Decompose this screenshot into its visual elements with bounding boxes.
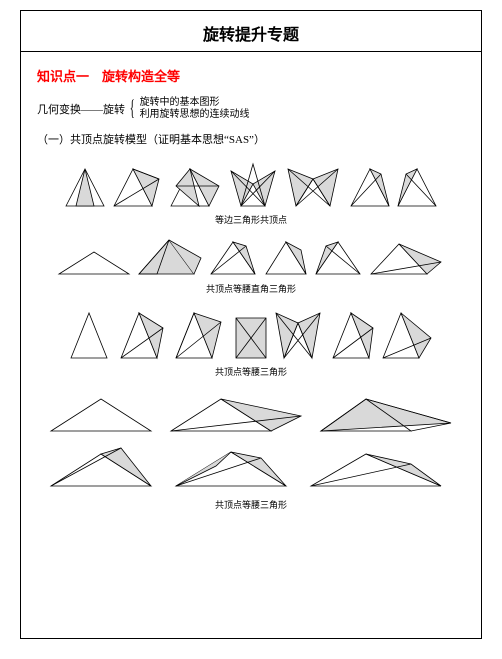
page-title: 旋转提升专题 <box>21 11 481 51</box>
caption-3: 共顶点等腰三角形 <box>37 365 465 378</box>
diagram-svg-3 <box>51 303 451 363</box>
caption-4: 共顶点等腰三角形 <box>37 498 465 511</box>
brace-line-2: 利用旋转思想的连续动线 <box>140 109 250 121</box>
brace-block: { 旋转中的基本图形 利用旋转思想的连续动线 <box>127 97 250 121</box>
caption-1: 等边三角形共顶点 <box>37 213 465 226</box>
diagram-row-4 <box>37 386 465 496</box>
diagram-row-3 <box>37 303 465 363</box>
diagram-block-3: 共顶点等腰三角形 <box>37 303 465 378</box>
transform-left: 几何变换——旋转 <box>37 101 125 117</box>
title-rule <box>21 51 481 52</box>
document-page: 旋转提升专题 知识点一 旋转构造全等 几何变换——旋转 { 旋转中的基本图形 利… <box>20 10 482 639</box>
diagram-svg-1 <box>56 159 446 211</box>
diagram-svg-4 <box>41 386 461 496</box>
diagram-svg-2 <box>51 234 451 280</box>
diagram-block-2: 共顶点等腰直角三角形 <box>37 234 465 295</box>
page-content: 知识点一 旋转构造全等 几何变换——旋转 { 旋转中的基本图形 利用旋转思想的连… <box>21 66 481 511</box>
diagram-row-1 <box>37 159 465 211</box>
diagram-block-1: 等边三角形共顶点 <box>37 159 465 226</box>
diagram-block-4: 共顶点等腰三角形 <box>37 386 465 511</box>
diagram-row-2 <box>37 234 465 280</box>
subheading: （一）共顶点旋转模型（证明基本思想“SAS”） <box>37 131 465 147</box>
transform-line: 几何变换——旋转 { 旋转中的基本图形 利用旋转思想的连续动线 <box>37 97 465 121</box>
caption-2: 共顶点等腰直角三角形 <box>37 282 465 295</box>
brace-glyph: { <box>130 97 135 121</box>
section-heading: 知识点一 旋转构造全等 <box>37 66 465 85</box>
brace-line-1: 旋转中的基本图形 <box>140 97 250 109</box>
brace-lines: 旋转中的基本图形 利用旋转思想的连续动线 <box>140 97 250 121</box>
